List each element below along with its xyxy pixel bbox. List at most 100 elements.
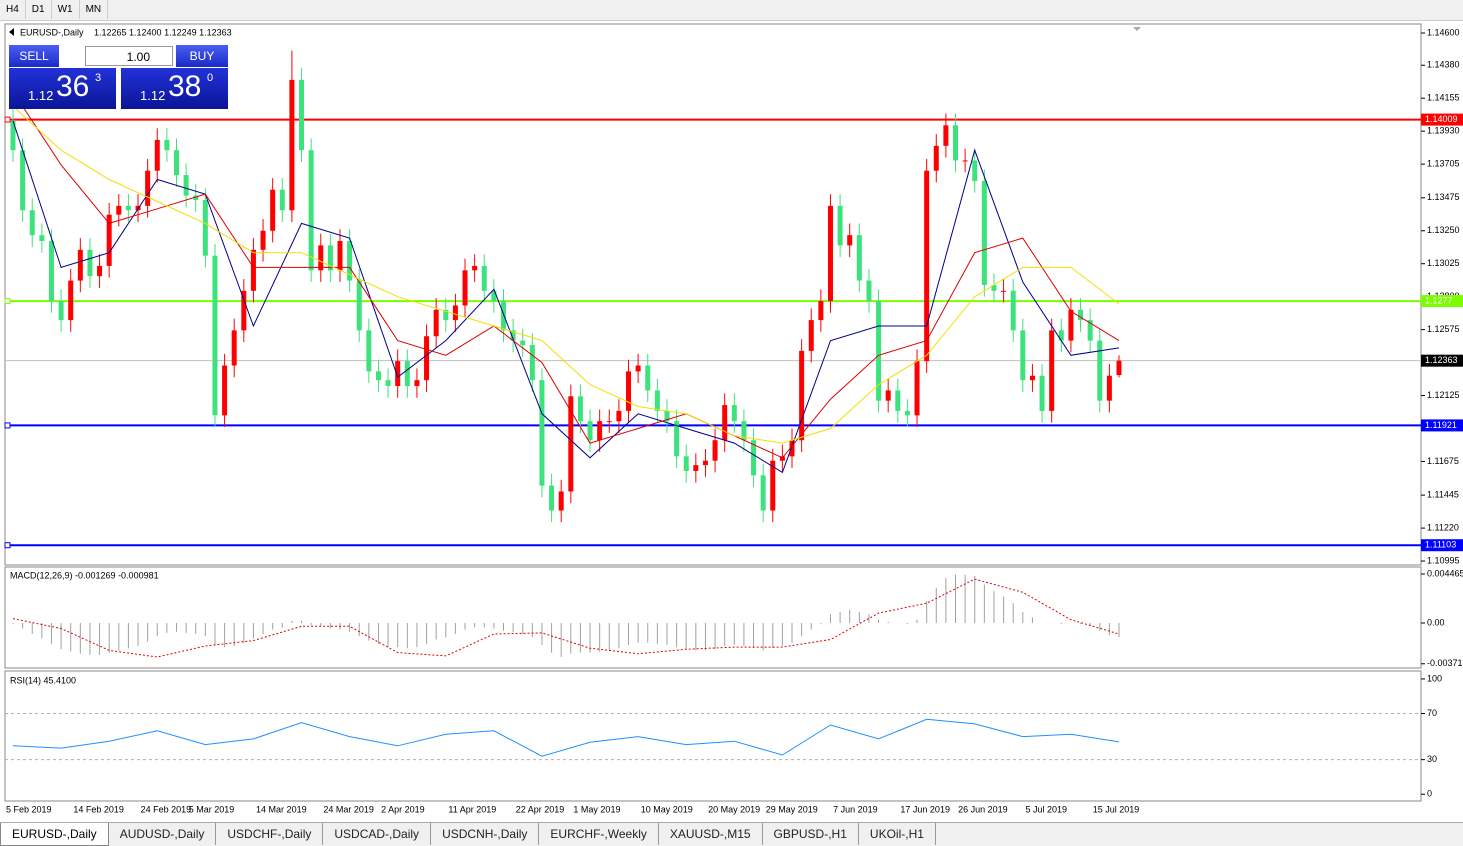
- chart-tab[interactable]: EURUSD-,Daily: [0, 823, 109, 846]
- candle-body: [539, 380, 545, 486]
- candle-body: [837, 205, 843, 246]
- y-tick-label: 1.13250: [1427, 225, 1460, 235]
- chart-tab[interactable]: UKOil-,H1: [859, 823, 936, 845]
- candle-body: [626, 371, 632, 411]
- candle-body: [212, 255, 218, 416]
- y-tick-label: 100: [1427, 673, 1442, 683]
- price-tag: [1421, 354, 1463, 367]
- price-tag: [1421, 113, 1463, 126]
- candle-body: [404, 361, 410, 387]
- candle-body: [222, 365, 228, 416]
- chart-tabs: EURUSD-,Daily AUDUSD-,Daily USDCHF-,Daily U…: [0, 822, 1463, 846]
- buy-button[interactable]: BUY: [176, 45, 228, 67]
- chart-tab[interactable]: USDCNH-,Daily: [431, 823, 540, 845]
- candle-body: [58, 301, 64, 321]
- y-tick-label: 1.13475: [1427, 192, 1460, 202]
- y-tick-label: 1.11445: [1427, 490, 1459, 500]
- chart-tab[interactable]: XAUUSD-,M15: [659, 823, 763, 845]
- main-panel: [4, 23, 1422, 566]
- candle-body: [751, 440, 757, 476]
- candle-body: [500, 301, 506, 331]
- line-anchor: [4, 542, 11, 549]
- candle-body: [491, 290, 497, 302]
- big-figure: 1.12: [140, 88, 166, 103]
- candle-body: [943, 125, 949, 146]
- x-tick-label: 20 May 2019: [708, 804, 760, 814]
- candle-body: [385, 380, 391, 387]
- candle-body: [924, 170, 930, 362]
- x-tick-label: 14 Feb 2019: [73, 804, 124, 814]
- lots-input[interactable]: 1.00: [85, 46, 173, 66]
- y-tick-label: 0.004465: [1427, 568, 1463, 578]
- x-tick-label: 10 May 2019: [641, 804, 693, 814]
- candle-body: [895, 390, 901, 411]
- price-tag: [1421, 295, 1463, 308]
- candle-body: [741, 421, 747, 441]
- x-tick-label: 29 May 2019: [766, 804, 818, 814]
- y-tick-label: 1.12125: [1427, 390, 1460, 400]
- x-tick-label: 24 Feb 2019: [141, 804, 192, 814]
- candle-body: [279, 189, 285, 211]
- candle-body: [299, 79, 305, 151]
- y-tick-label: 1.13705: [1427, 158, 1460, 168]
- candle-body: [597, 421, 603, 441]
- timeframe-toolbar: H4 D1 W1 MN: [0, 0, 1463, 21]
- chart-tab[interactable]: USDCAD-,Daily: [323, 823, 432, 845]
- candle-body: [289, 79, 295, 211]
- chart-tab[interactable]: USDCHF-,Daily: [216, 823, 324, 845]
- price-tag: [1421, 419, 1463, 432]
- candle-body: [347, 241, 353, 281]
- timeframe-button[interactable]: D1: [26, 0, 52, 19]
- candle-body: [39, 235, 45, 242]
- chart-tab[interactable]: GBPUSD-,H1: [763, 823, 859, 845]
- x-tick-label: 1 May 2019: [573, 804, 620, 814]
- y-tick-label: 0: [1427, 789, 1432, 799]
- candle-body: [799, 350, 805, 441]
- candle-body: [20, 150, 26, 211]
- candle-body: [452, 305, 458, 321]
- candle-body: [510, 330, 516, 341]
- chart-tab[interactable]: EURCHF-,Weekly: [539, 823, 659, 845]
- candle-body: [1116, 360, 1122, 376]
- candle-body: [635, 365, 641, 372]
- candle-body: [760, 475, 766, 511]
- y-tick-label: 1.10995: [1427, 555, 1460, 565]
- chart-window: 1.14600 1.14380 1.14155 1.13930 1.13705 1.134…: [4, 23, 1463, 814]
- candle-body: [779, 456, 785, 461]
- candle-body: [1001, 290, 1007, 292]
- buy-price[interactable]: 1.12 38 0: [121, 68, 228, 109]
- candle-body: [558, 491, 564, 511]
- candle-body: [827, 205, 833, 302]
- moving-average: [12, 105, 1120, 444]
- collapse-icon: [9, 28, 14, 36]
- candle-body: [106, 214, 112, 266]
- candle-body: [1087, 320, 1093, 341]
- pips: 36: [56, 70, 90, 103]
- candle-body: [885, 390, 891, 401]
- candle-body: [125, 205, 131, 211]
- candle-body: [529, 345, 535, 381]
- x-tick-label: 26 Jun 2019: [958, 804, 1008, 814]
- x-tick-label: 14 Mar 2019: [256, 804, 307, 814]
- candle-body: [606, 421, 612, 423]
- sell-button[interactable]: SELL: [9, 45, 59, 67]
- timeframe-button[interactable]: H4: [0, 0, 26, 19]
- candle-body: [1010, 290, 1016, 331]
- timeframe-button[interactable]: W1: [52, 0, 80, 19]
- candle-body: [250, 249, 256, 291]
- ohlc-text: 1.12265 1.12400 1.12249 1.12363: [94, 27, 232, 37]
- y-tick-label: 1.13930: [1427, 126, 1460, 136]
- candle-body: [1039, 375, 1045, 411]
- candle-body: [308, 150, 314, 271]
- candle-body: [116, 205, 122, 215]
- candle-body: [145, 170, 151, 206]
- candle-body: [818, 301, 824, 321]
- chart-tab[interactable]: AUDUSD-,Daily: [109, 823, 217, 845]
- price-tag-label: 1.11921: [1425, 420, 1457, 430]
- candle-body: [433, 309, 439, 337]
- candle-body: [327, 245, 333, 271]
- candle-body: [481, 265, 487, 291]
- sell-price[interactable]: 1.12 36 3: [9, 68, 116, 109]
- fraction: 0: [207, 72, 214, 84]
- timeframe-button[interactable]: MN: [80, 0, 109, 19]
